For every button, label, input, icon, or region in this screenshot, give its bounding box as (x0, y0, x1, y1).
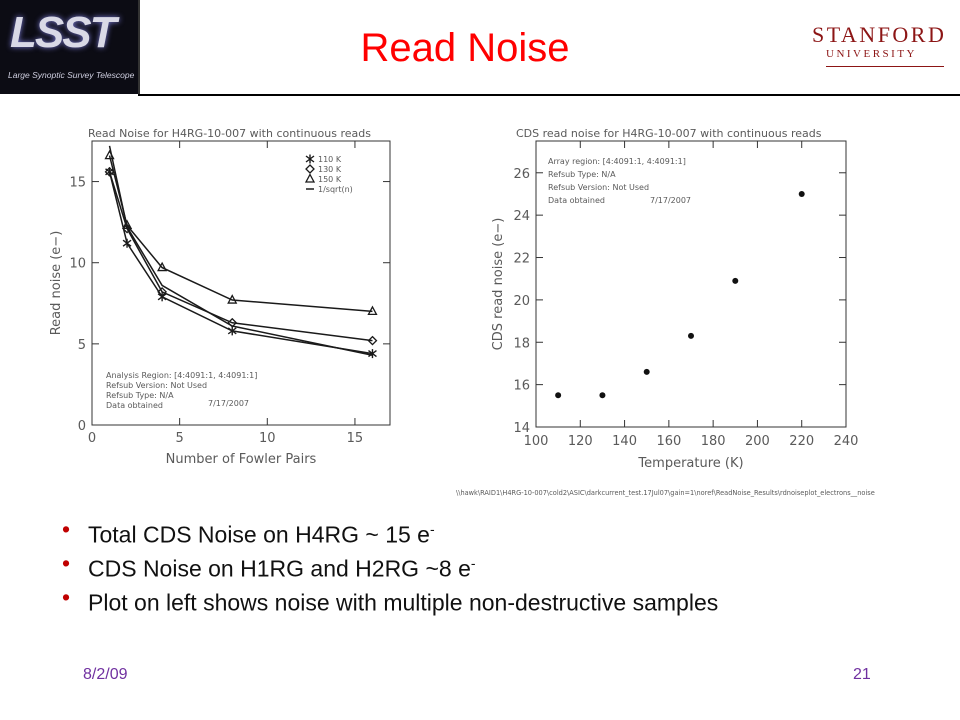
stanford-logo-line2: UNIVERSITY (826, 48, 917, 60)
legend-label: 1/sqrt(n) (318, 185, 353, 194)
series-line-4 (108, 145, 373, 356)
annotation-text: Data obtained (548, 196, 605, 205)
y-tick-label: 14 (513, 421, 530, 436)
y-axis-label: Read noise (e−) (49, 231, 64, 336)
annotation-text: Refsub Version: Not Used (548, 183, 649, 192)
plot-frame (91, 140, 391, 426)
temperature-chart: CDS read noise for H4RG-10-007 with cont… (456, 127, 875, 497)
y-tick-label: 15 (69, 176, 86, 191)
chart-title: Read Noise for H4RG-10-007 with continuo… (88, 127, 371, 140)
legend-label: 130 K (318, 165, 342, 174)
bullet-item-1: • Total CDS Noise on H4RG ~ 15 e- (62, 515, 718, 549)
x-axis-label: Number of Fowler Pairs (166, 452, 317, 467)
annotation-text: Refsub Version: Not Used (106, 381, 207, 390)
plots-image: Read Noise for H4RG-10-007 with continuo… (38, 113, 894, 497)
y-tick-label: 5 (78, 338, 86, 353)
data-point (367, 305, 378, 316)
bullet-sup-1: - (429, 521, 435, 537)
data-point (122, 238, 132, 248)
x-tick-label: 240 (834, 434, 859, 449)
header-divider (138, 94, 960, 96)
legend-swatch (305, 154, 315, 164)
bullet-text-3: Plot on left shows noise with multiple n… (88, 589, 719, 616)
annotation-text: Refsub Type: N/A (106, 391, 174, 400)
bullet-text-1: Total CDS Noise on H4RG ~ 15 e (88, 521, 430, 548)
legend-swatch (305, 164, 315, 174)
data-point (227, 326, 237, 336)
lsst-logo-subtitle: Large Synoptic Survey Telescope (8, 70, 135, 80)
data-point (732, 277, 739, 284)
footer-date: 8/2/09 (83, 666, 128, 683)
data-point (643, 368, 650, 375)
slide-title: Read Noise (360, 26, 570, 70)
y-tick-label: 16 (513, 379, 530, 394)
x-tick-label: 10 (259, 431, 276, 446)
data-point (798, 190, 805, 197)
y-axis-label: CDS read noise (e−) (491, 218, 506, 351)
x-tick-label: 15 (347, 431, 364, 446)
legend-label: 110 K (318, 155, 342, 164)
x-tick-label: 140 (612, 434, 637, 449)
annotation-text: 7/17/2007 (208, 399, 249, 408)
x-tick-label: 180 (701, 434, 726, 449)
data-point (688, 332, 694, 339)
annotation-text: Array region: [4:4091:1, 4:4091:1] (548, 157, 686, 166)
bullet-list: • Total CDS Noise on H4RG ~ 15 e- • CDS No… (62, 515, 718, 617)
annotation-text: Data obtained (106, 401, 163, 410)
x-axis-label: Temperature (K) (637, 456, 743, 471)
x-tick-label: 200 (745, 434, 770, 449)
x-tick-label: 220 (789, 434, 814, 449)
data-point (367, 335, 378, 346)
legend-label: 150 K (318, 175, 342, 184)
x-tick-label: 0 (88, 431, 96, 446)
annotation-text: Refsub Type: N/A (548, 170, 616, 179)
stanford-logo-line1: STANFORD (812, 22, 947, 47)
fowler-pairs-chart: Read Noise for H4RG-10-007 with continuo… (49, 127, 391, 467)
bullet-dot: • (62, 584, 71, 610)
y-tick-label: 24 (513, 209, 530, 224)
data-point (157, 287, 168, 297)
bullet-item-3: • Plot on left shows noise with multiple … (62, 583, 718, 617)
y-tick-label: 0 (78, 419, 86, 434)
chart-title: CDS read noise for H4RG-10-007 with cont… (516, 127, 822, 140)
y-tick-label: 20 (513, 294, 530, 309)
y-tick-label: 10 (69, 257, 86, 272)
bullet-item-2: • CDS Noise on H1RG and H2RG ~8 e- (62, 549, 718, 583)
y-tick-label: 18 (513, 336, 530, 351)
annotation-text: Analysis Region: [4:4091:1, 4:4091:1] (106, 371, 257, 380)
x-tick-label: 160 (656, 434, 681, 449)
lsst-logo-text: LSST (10, 8, 116, 57)
data-point (227, 294, 238, 304)
series-line-2 (108, 171, 373, 342)
page-number: 21 (853, 666, 871, 683)
x-tick-label: 100 (524, 434, 549, 449)
x-tick-label: 120 (568, 434, 593, 449)
y-tick-label: 22 (513, 252, 530, 267)
annotation-text: 7/17/2007 (650, 196, 691, 205)
bullet-text-2: CDS Noise on H1RG and H2RG ~8 e (88, 555, 471, 582)
data-point (122, 223, 132, 234)
y-tick-label: 26 (513, 167, 530, 182)
bullet-sup-2: - (470, 555, 476, 571)
bullet-dot: • (62, 550, 71, 576)
bullet-dot: • (62, 516, 71, 542)
data-point (555, 392, 562, 399)
stanford-logo-rule (826, 66, 944, 67)
file-path-text: \\hawk\RAID1\H4RG-10-007\cold2\ASIC\dark… (456, 489, 875, 497)
data-point (368, 349, 377, 359)
lsst-logo: LSST Large Synoptic Survey Telescope (0, 0, 140, 94)
x-tick-label: 5 (176, 431, 184, 446)
data-point (599, 392, 606, 399)
plot-frame (535, 140, 847, 428)
data-point (104, 166, 115, 177)
data-point (157, 261, 168, 272)
legend-swatch (304, 173, 316, 183)
